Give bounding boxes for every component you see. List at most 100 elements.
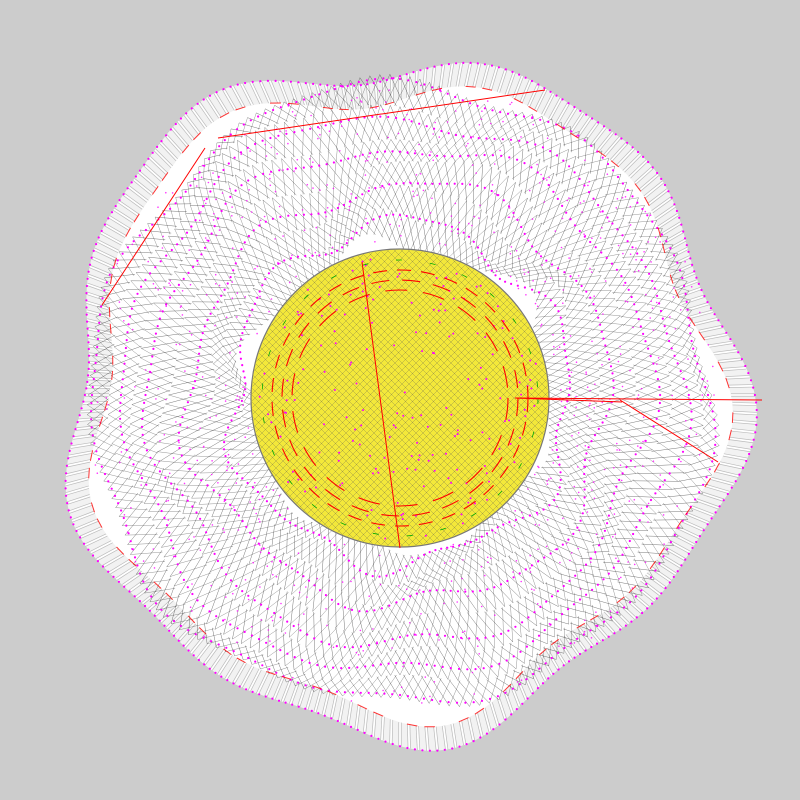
mesh-edge	[191, 497, 222, 499]
core-hatch-line	[252, 250, 519, 546]
mesh-edge	[214, 592, 227, 630]
mesh-edge	[315, 539, 318, 568]
mesh-edge	[266, 236, 276, 267]
mesh-edge	[477, 250, 480, 270]
mesh-edge	[569, 472, 588, 497]
mesh-edge	[617, 225, 631, 253]
mesh-edge	[520, 479, 562, 492]
mesh-edge	[394, 624, 410, 648]
mesh-edge	[479, 522, 495, 526]
mesh-edge	[473, 125, 484, 144]
mesh-edge	[130, 398, 168, 415]
rim-spoke	[355, 705, 360, 730]
mesh-edge	[508, 555, 522, 599]
mesh-edge	[334, 562, 355, 585]
mesh-edge	[624, 311, 650, 335]
mesh-edge	[362, 630, 380, 659]
mesh-edge	[294, 95, 303, 120]
mesh-edge	[522, 129, 530, 152]
mesh-edge	[515, 551, 529, 594]
rim-spoke	[439, 64, 445, 89]
mesh-edge	[637, 256, 654, 281]
mesh-edge	[628, 567, 660, 572]
mesh-edge	[409, 675, 424, 701]
mesh-edge	[659, 345, 688, 357]
mesh-edge	[281, 607, 309, 633]
mesh-edge	[188, 628, 214, 635]
mesh-edge	[328, 556, 350, 579]
mesh-edge	[565, 337, 594, 358]
mesh-edge	[532, 114, 540, 134]
rim-spoke	[206, 97, 221, 119]
mesh-edge	[641, 464, 673, 490]
mesh-edge	[274, 233, 308, 258]
rim-spoke	[232, 662, 247, 684]
mesh-edge	[509, 113, 533, 129]
mesh-edge	[155, 503, 175, 529]
mesh-edge	[597, 341, 628, 362]
mesh-edge	[149, 310, 188, 312]
mesh-edge	[567, 345, 595, 365]
mesh-edge	[548, 404, 569, 418]
rim-spoke	[306, 685, 315, 710]
mesh-edge	[281, 196, 315, 228]
mesh-edge	[251, 659, 272, 665]
mesh-edge	[515, 273, 539, 279]
mesh-edge	[209, 169, 216, 199]
mesh-edge	[444, 231, 449, 260]
mesh-edge	[210, 484, 244, 488]
mesh-edge	[671, 407, 704, 426]
mesh-edge	[590, 143, 596, 174]
mesh-edge	[657, 510, 694, 513]
rim-spoke	[297, 82, 307, 106]
mesh-edge	[465, 255, 484, 265]
mesh-edge	[529, 475, 548, 502]
mesh-edge	[626, 340, 661, 349]
mesh-edge	[561, 122, 565, 147]
mesh-edge	[637, 551, 670, 555]
mesh-edge	[543, 539, 582, 558]
mesh-edge	[312, 676, 324, 694]
mesh-edge	[535, 314, 567, 318]
mesh-edge	[418, 111, 431, 144]
core-hatch-line	[252, 250, 463, 546]
mesh-edge	[187, 501, 196, 522]
rim-spoke	[723, 454, 748, 461]
mesh-edge	[236, 489, 247, 513]
mesh-edge	[599, 374, 636, 387]
mesh-edge	[293, 652, 317, 671]
boundary-ring-dots	[64, 61, 758, 752]
mesh-edge	[213, 142, 218, 164]
mesh-edge	[545, 458, 570, 463]
mesh-edge	[139, 550, 163, 584]
mesh-edge	[227, 352, 237, 364]
mesh-edge	[567, 425, 586, 443]
mesh-edge	[680, 335, 698, 349]
mesh-edge	[499, 269, 520, 275]
mesh-edge	[539, 623, 562, 631]
mesh-edge	[403, 583, 417, 592]
mesh-edge	[411, 618, 428, 647]
mesh-edge	[450, 576, 455, 612]
mesh-edge	[609, 449, 653, 454]
mesh-edge	[382, 553, 398, 585]
mesh-edge	[370, 606, 383, 630]
mesh-edge	[551, 118, 557, 142]
mesh-edge	[595, 394, 636, 408]
mesh-edge	[684, 471, 704, 494]
mesh-edge	[469, 549, 473, 574]
mesh-edge	[524, 259, 530, 272]
mesh-edge	[565, 303, 588, 328]
mesh-edge	[157, 432, 197, 440]
mesh-edge	[553, 577, 559, 607]
mesh-edge	[187, 178, 205, 183]
mesh-edge	[390, 648, 406, 676]
mesh-edge	[532, 629, 555, 638]
mesh-edge	[582, 268, 595, 293]
mesh-edge	[500, 646, 525, 664]
mesh-edge	[206, 552, 238, 564]
mesh-edge	[222, 507, 232, 531]
mesh-edge	[604, 474, 626, 499]
mesh-edge	[208, 410, 241, 420]
mesh-edge	[371, 652, 389, 678]
